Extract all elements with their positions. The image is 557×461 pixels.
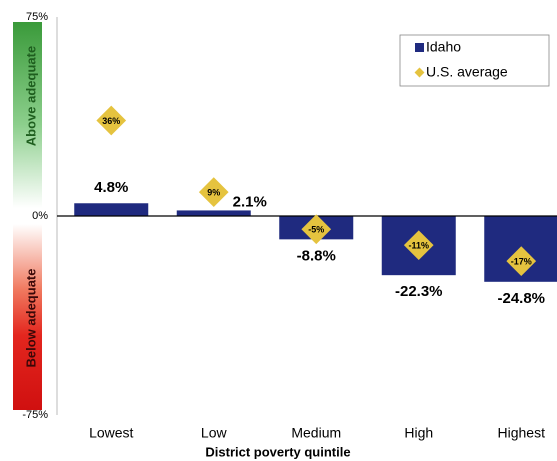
marker-label: 36% <box>102 116 120 126</box>
above-zone <box>13 22 42 208</box>
marker-label: -5% <box>308 225 324 235</box>
x-tick-label: Low <box>201 425 228 441</box>
diamond-marker <box>198 177 229 207</box>
bar-value-label: -22.3% <box>395 283 443 300</box>
legend-box <box>399 34 550 87</box>
y-tick-label: -75% <box>22 409 48 421</box>
marker-label: 9% <box>207 187 220 197</box>
legend-label: U.S. average <box>426 64 508 80</box>
bar <box>74 203 149 216</box>
x-tick-label: Medium <box>291 425 341 441</box>
bar-value-label: 2.1% <box>233 193 267 210</box>
diamond-marker <box>403 230 434 261</box>
above-zone-label: Above adequate <box>23 46 38 146</box>
marker-label: -17% <box>511 256 532 266</box>
diamond-marker <box>96 105 127 136</box>
diamond-marker <box>506 246 537 276</box>
legend-label: Idaho <box>426 39 461 55</box>
below-zone <box>13 224 42 410</box>
legend: Idaho U.S. average <box>399 34 550 87</box>
bar <box>176 210 251 216</box>
x-tick-label: Highest <box>498 425 546 441</box>
legend-swatch <box>415 43 424 52</box>
y-tick-label: 75% <box>26 11 48 23</box>
x-axis-title: District poverty quintile <box>205 444 350 459</box>
bar-value-label: -8.8% <box>297 247 336 264</box>
bar-value-label: 4.8% <box>94 179 128 196</box>
x-tick-label: High <box>404 425 433 441</box>
marker-label: -11% <box>408 241 429 251</box>
below-zone-label: Below adequate <box>23 269 38 368</box>
diamond-marker <box>301 214 332 245</box>
x-tick-label: Lowest <box>89 425 133 441</box>
y-tick-label: 0% <box>32 210 48 222</box>
bar-value-label: -24.8% <box>497 290 545 307</box>
